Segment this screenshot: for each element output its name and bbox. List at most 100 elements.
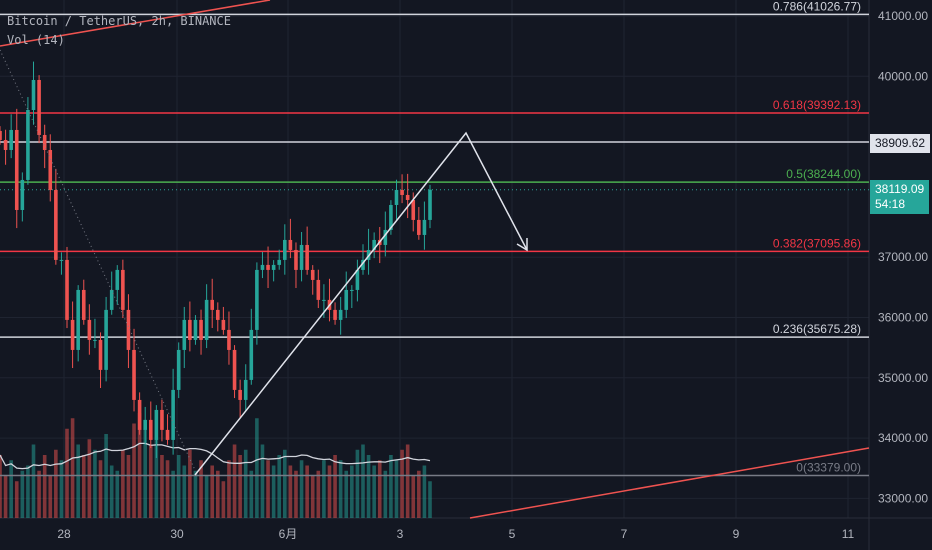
candle-body: [238, 389, 242, 400]
candle: [283, 224, 287, 275]
candle: [20, 172, 25, 222]
candle-body: [305, 244, 309, 270]
volume-bar: [98, 460, 103, 518]
candle-body: [322, 299, 326, 301]
trend-line-lower: [469, 447, 870, 519]
candle: [48, 134, 53, 202]
volume-bar: [176, 455, 181, 518]
volume-bar: [3, 476, 8, 518]
candle-body: [294, 249, 298, 270]
time-axis-label: 9: [733, 527, 740, 541]
candle-body: [210, 299, 215, 310]
candle-body: [148, 419, 153, 440]
candle: [154, 405, 159, 458]
candle: [221, 306, 226, 335]
volume-bar: [182, 465, 187, 518]
fib-level-label: 0.236(35675.28): [773, 322, 861, 336]
candle: [243, 364, 248, 412]
candle-body: [405, 194, 410, 200]
candle-body: [232, 349, 237, 390]
volume-bar: [171, 470, 175, 518]
volume-bar: [294, 470, 298, 518]
price-axis-label: 36000.00: [878, 311, 928, 325]
candle-body: [48, 149, 53, 190]
candle: [199, 309, 203, 355]
volume-bar: [422, 465, 427, 518]
candle-body: [65, 259, 69, 320]
bar-countdown: 54:18: [875, 197, 906, 211]
volume-bar: [249, 470, 254, 518]
volume-bar: [383, 470, 388, 518]
volume-bar: [132, 423, 136, 518]
volume-bar: [31, 444, 36, 518]
volume-bar: [70, 418, 75, 518]
volume-bar: [210, 465, 215, 518]
candle: [350, 285, 354, 309]
candle: [132, 328, 136, 412]
candle-body: [9, 129, 13, 150]
volume-bar: [42, 455, 47, 518]
candle-body: [389, 204, 393, 230]
volume-bar: [81, 455, 86, 518]
candle-body: [243, 379, 248, 400]
candle: [417, 206, 421, 240]
candle: [266, 246, 270, 289]
candle: [338, 296, 343, 335]
volume-bar: [355, 449, 360, 518]
candle-body: [355, 269, 360, 290]
candle-body: [271, 264, 276, 270]
candle-body: [344, 289, 349, 310]
candle: [104, 296, 108, 382]
candle-body: [20, 179, 25, 210]
fib-level-label: 0.5(38244.00): [786, 167, 861, 181]
candle-body: [338, 309, 343, 320]
candle: [327, 278, 332, 322]
volume-bar: [238, 455, 242, 518]
volume-bar: [255, 418, 259, 518]
volume-bar: [400, 449, 404, 518]
candle-body: [333, 309, 337, 320]
candle: [37, 75, 41, 144]
last-price-tag: 38119.09 54:18: [870, 180, 930, 214]
volume-bar: [115, 470, 120, 518]
candle-body: [400, 189, 404, 195]
volume-bar: [394, 460, 399, 518]
candle: [299, 231, 304, 282]
candle: [294, 242, 298, 289]
volume-bar: [188, 449, 192, 518]
candle-body: [143, 419, 147, 430]
candle-body: [299, 244, 304, 270]
volume-bar: [243, 449, 248, 518]
volume-bar: [344, 470, 349, 518]
candle: [361, 244, 365, 275]
candle: [227, 311, 231, 365]
candle-body: [132, 349, 136, 400]
candle: [366, 228, 371, 275]
volume-bar: [87, 439, 92, 518]
candle-body: [227, 329, 231, 350]
candle: [26, 97, 30, 185]
candle-body: [350, 289, 354, 291]
candle-body: [182, 319, 187, 350]
candle: [42, 124, 47, 169]
candle: [394, 179, 399, 220]
candle-body: [104, 309, 108, 370]
volume-legend[interactable]: Vol (14): [7, 33, 65, 47]
price-axis-label: 40000.00: [878, 69, 928, 83]
volume-bar: [305, 465, 309, 518]
candle-body: [193, 319, 198, 340]
volume-bar: [93, 449, 97, 518]
candle: [148, 401, 153, 449]
candle: [171, 368, 175, 455]
volume-bar: [137, 413, 142, 518]
symbol-legend[interactable]: Bitcoin / TetherUS, 2h, BINANCE: [7, 14, 231, 28]
volume-bar: [288, 465, 293, 518]
candle-body: [126, 309, 131, 350]
candle: [333, 302, 337, 325]
volume-bar: [316, 470, 321, 518]
fib-level-label: 0(33379.00): [796, 461, 861, 475]
volume-bar: [204, 476, 209, 518]
volume-bar: [377, 460, 382, 518]
candle-body: [394, 189, 399, 205]
